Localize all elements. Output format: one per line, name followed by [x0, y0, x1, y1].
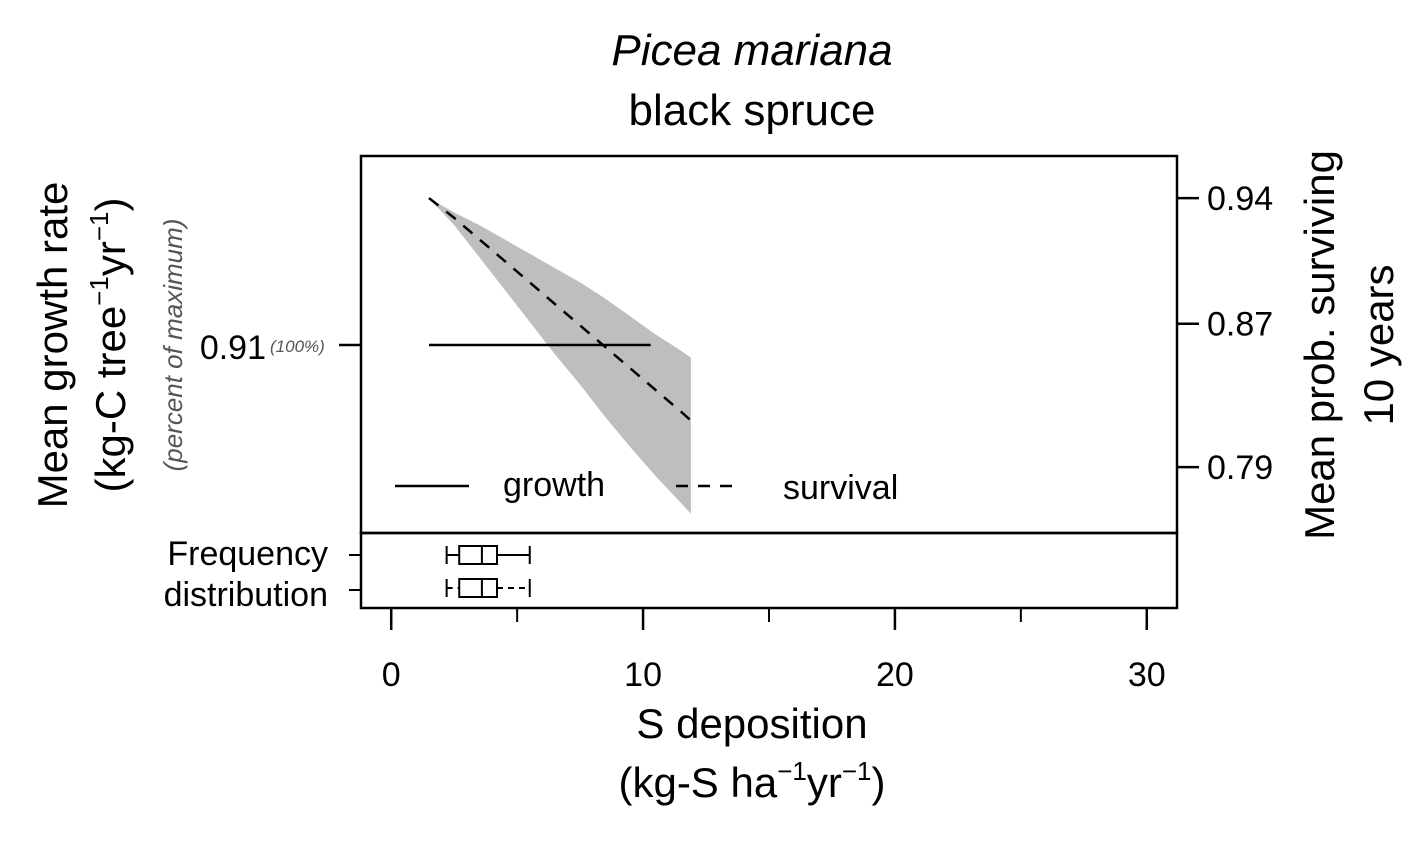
right-y-axis-label-line2: 10 years [1355, 264, 1402, 425]
left-label-exp1: −1 [84, 276, 114, 306]
left-label-part-prefix: (kg-C tree [87, 306, 134, 493]
chart-title: black spruce [628, 86, 875, 135]
left-y-axis-label-line1: Mean growth rate [29, 182, 76, 509]
box-iqr [459, 579, 497, 597]
right-tick-label: 0.79 [1207, 449, 1273, 487]
x-axis-label-line1: S deposition [636, 700, 867, 747]
x-label-exp2: −1 [842, 756, 872, 786]
left-tick-percent: (100%) [270, 337, 325, 356]
frequency-label-line1: Frequency [167, 535, 328, 573]
x-tick-label: 10 [624, 656, 662, 694]
x-tick-label: 20 [876, 656, 914, 694]
left-label-part-mid: yr [87, 241, 134, 276]
x-tick-label: 0 [382, 656, 401, 694]
right-y-axis: 0.94 0.87 0.79 [1177, 180, 1273, 487]
left-y-axis-label-line2: (kg-C tree−1yr−1) [84, 197, 134, 492]
chart-title-italic: Picea mariana [611, 26, 892, 75]
x-tick-label: 30 [1128, 656, 1166, 694]
right-tick-label: 0.87 [1207, 306, 1273, 344]
x-axis: 0 10 20 30 [382, 608, 1166, 694]
x-label-part-mid: yr [807, 759, 842, 806]
x-label-part-prefix: (kg-S ha [618, 759, 777, 806]
x-axis-label-line2: (kg-S ha−1yr−1) [618, 756, 885, 806]
left-label-exp2: −1 [84, 211, 114, 241]
left-tick-label: 0.91 [200, 329, 266, 367]
left-label-part-suffix: ) [87, 197, 134, 211]
right-tick-label: 0.94 [1207, 180, 1273, 218]
x-label-part-suffix: ) [872, 759, 886, 806]
legend-survival-label: survival [783, 469, 898, 507]
box-iqr [459, 546, 497, 564]
frequency-box-layer [447, 546, 530, 597]
legend-growth-label: growth [503, 466, 605, 504]
right-y-axis-label-line1: Mean prob. surviving [1296, 150, 1343, 540]
left-y-axis-subtitle: (percent of maximum) [158, 219, 188, 472]
frequency-label-line2: distribution [164, 576, 328, 614]
x-label-exp1: −1 [777, 756, 807, 786]
